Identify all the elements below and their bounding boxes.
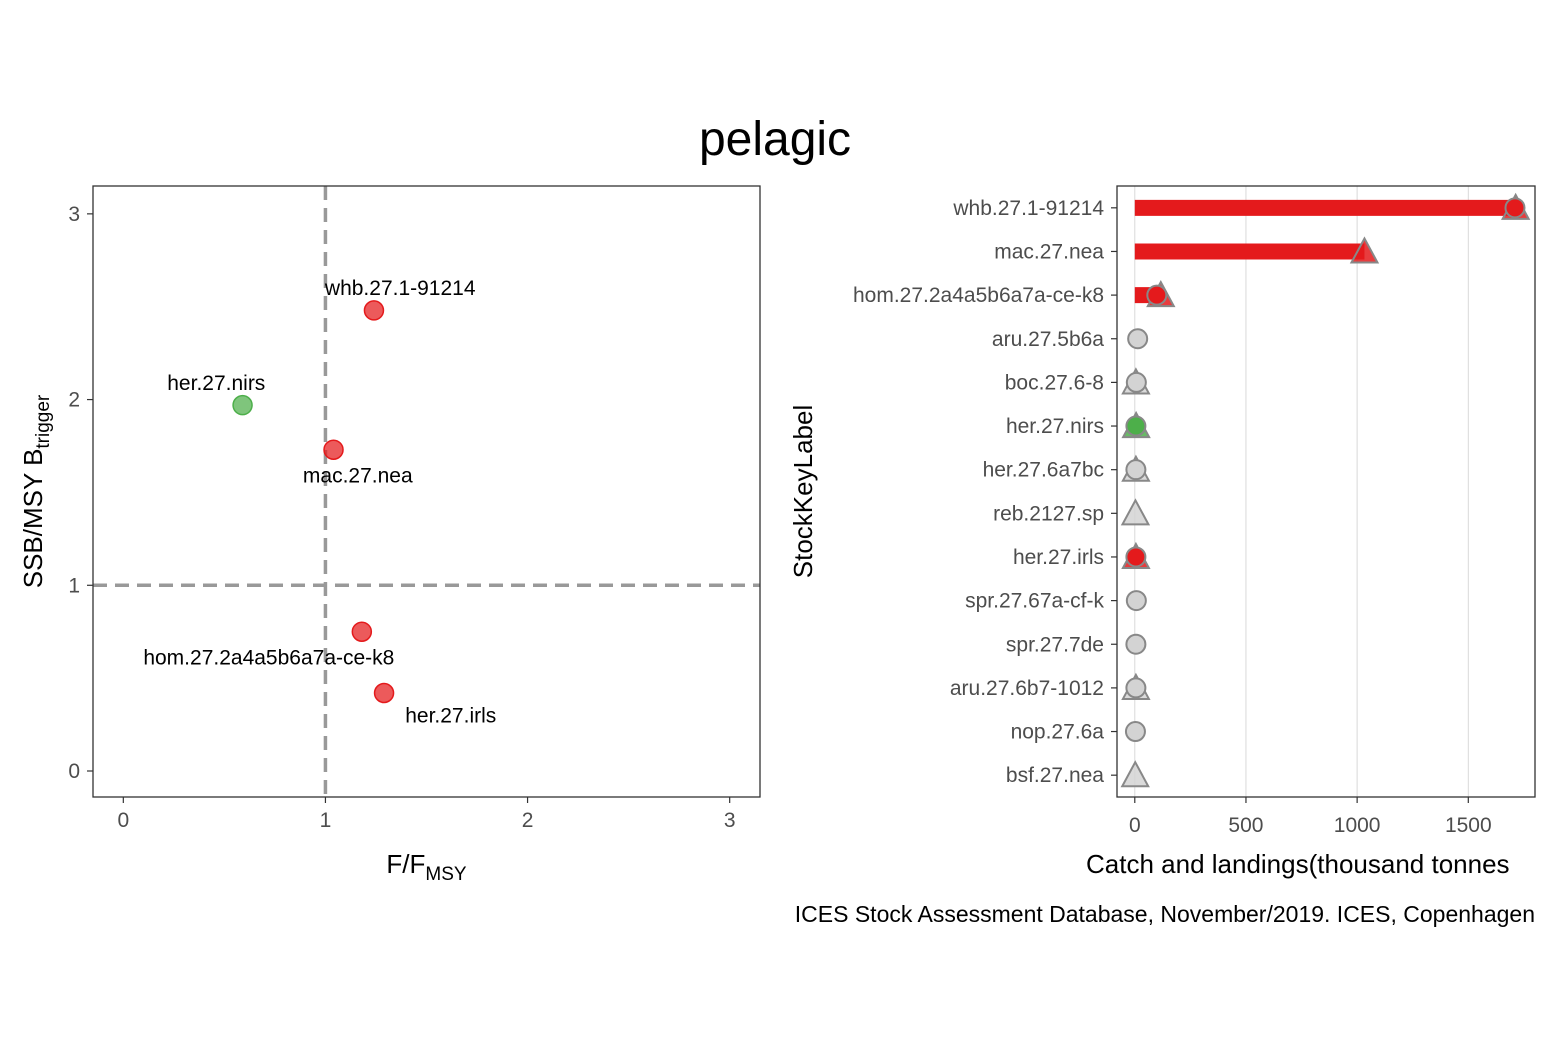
- stock-point-label: hom.27.2a4a5b6a7a-ce-k8: [143, 647, 394, 670]
- y-tick-label: 2: [68, 389, 80, 412]
- category-label: reb.2127.sp: [993, 502, 1104, 525]
- kobe-scatter-panel: 0 1 2 3 0 1 2 3 whb.27.1-91214 her.27.nirs mac.27.…: [18, 185, 761, 885]
- catch-marker: [1127, 328, 1149, 350]
- category-label: whb.27.1-91214: [952, 197, 1104, 220]
- stock-point: [373, 682, 395, 704]
- category-label: spr.27.7de: [1006, 633, 1104, 656]
- stock-point-label: her.27.irls: [405, 704, 496, 727]
- stock-point: [351, 621, 373, 642]
- landings-marker: [1120, 760, 1150, 788]
- category-label: nop.27.6a: [1011, 721, 1105, 744]
- catch-bar-panel: whb.27.1-91214 mac.27.nea hom.27.2a4a5b6a7…: [788, 185, 1536, 879]
- catch-marker: [1124, 721, 1146, 743]
- category-label: spr.27.67a-cf-k: [965, 590, 1104, 613]
- catch-marker: [1125, 415, 1147, 437]
- catch-marker: [1125, 371, 1147, 393]
- catch-marker: [1125, 546, 1147, 568]
- stock-point: [232, 394, 253, 416]
- stock-point-label: whb.27.1-91214: [324, 277, 476, 300]
- source-caption: ICES Stock Assessment Database, November…: [795, 901, 1535, 927]
- category-label: aru.27.6b7-1012: [950, 677, 1104, 700]
- x-tick-label: 1: [320, 809, 332, 832]
- stock-point-label: mac.27.nea: [303, 465, 413, 488]
- y-tick-label: 0: [68, 760, 80, 783]
- x-axis-label: Catch and landings(thousand tonnes: [1086, 849, 1510, 879]
- category-label: her.27.nirs: [1006, 415, 1104, 438]
- stock-point: [363, 300, 385, 321]
- category-label: her.27.irls: [1013, 546, 1104, 569]
- x-tick-label: 0: [117, 809, 129, 832]
- catch-marker: [1125, 459, 1147, 481]
- category-label: bsf.27.nea: [1006, 764, 1104, 787]
- x-tick-label: 500: [1228, 814, 1263, 837]
- x-tick-label: 1500: [1445, 814, 1492, 837]
- category-label: mac.27.nea: [994, 240, 1104, 263]
- category-label: aru.27.5b6a: [992, 328, 1104, 351]
- plot-border: [1116, 185, 1536, 798]
- x-tick-label: 3: [724, 809, 736, 832]
- stock-point-label: her.27.nirs: [167, 372, 265, 395]
- category-label: her.27.6a7bc: [983, 459, 1104, 482]
- catch-marker: [1125, 633, 1147, 655]
- catch-marker: [1146, 284, 1168, 306]
- y-axis-label: SSB/MSY Btrigger: [18, 394, 54, 588]
- catch-marker: [1125, 677, 1147, 699]
- landings-marker: [1120, 498, 1151, 526]
- category-label: hom.27.2a4a5b6a7a-ce-k8: [853, 284, 1104, 307]
- catch-marker: [1125, 590, 1147, 612]
- y-tick-label: 3: [68, 203, 80, 226]
- x-tick-label: 2: [522, 809, 534, 832]
- plot-border: [92, 185, 761, 798]
- category-label: boc.27.6-8: [1005, 371, 1104, 394]
- x-tick-label: 1000: [1334, 814, 1381, 837]
- x-tick-label: 0: [1129, 814, 1141, 837]
- y-tick-label: 1: [68, 574, 80, 597]
- catch-marker: [1504, 197, 1526, 219]
- y-axis-label: StockKeyLabel: [788, 405, 818, 578]
- landings-marker: [1349, 236, 1380, 264]
- stock-point: [323, 439, 344, 460]
- x-axis-label: F/FMSY: [386, 849, 467, 885]
- figure-title: pelagic: [699, 113, 851, 166]
